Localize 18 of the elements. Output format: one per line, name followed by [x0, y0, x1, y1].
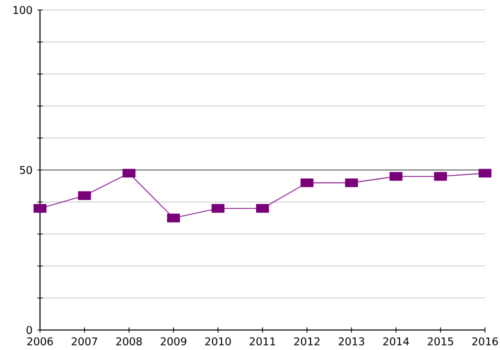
y-tick-label: 0	[26, 326, 32, 334]
x-tick-label: 2016	[472, 337, 498, 346]
x-tick-label: 2014	[383, 337, 409, 346]
x-tick-label: 2011	[250, 337, 276, 346]
y-tick-label: 100	[14, 6, 32, 14]
x-tick-label: 2007	[72, 337, 98, 346]
x-tick-label: 2009	[160, 337, 186, 346]
x-tick-label: 2006	[27, 337, 53, 346]
x-tick-label: 2015	[428, 337, 454, 346]
point	[122, 168, 136, 178]
x-tick-label: 2013	[338, 337, 364, 346]
x-tick-label: 2008	[116, 337, 142, 346]
point	[300, 178, 314, 188]
x-tick-label: 2012	[294, 337, 320, 346]
point	[478, 168, 492, 178]
point	[345, 178, 358, 188]
x-tick-label: 2010	[205, 337, 231, 346]
y-tick-label: 50	[20, 166, 32, 174]
